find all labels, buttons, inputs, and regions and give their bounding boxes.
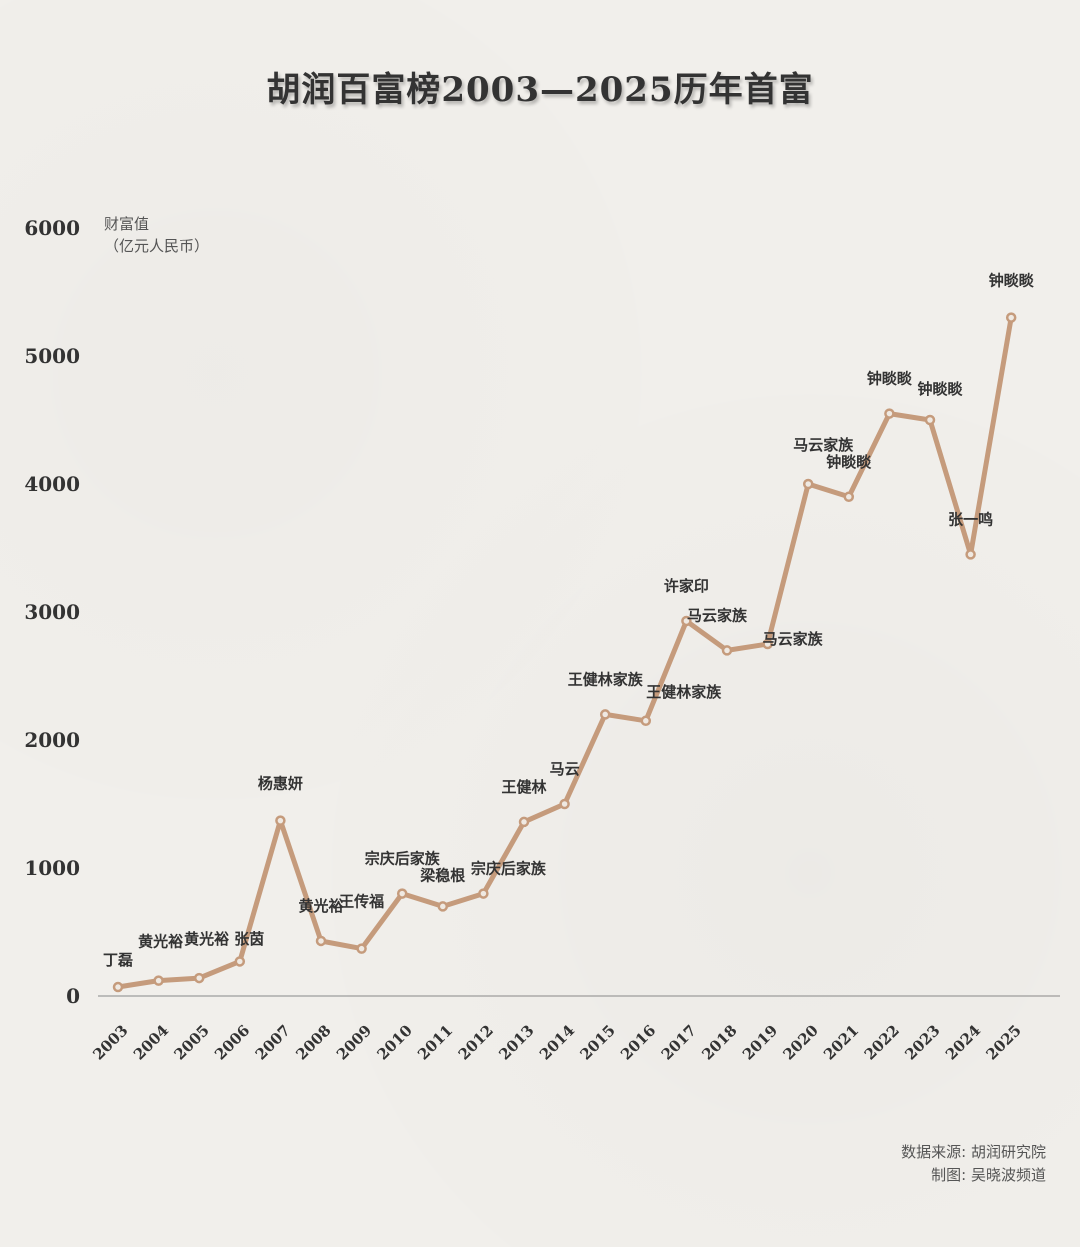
data-point	[356, 943, 367, 954]
x-tick-label: 2013	[495, 1021, 537, 1063]
data-point	[640, 715, 652, 727]
y-tick-label: 0	[66, 984, 80, 1008]
data-point	[234, 956, 246, 967]
x-tick-label: 2025	[983, 1021, 1025, 1063]
x-tick-label: 2020	[780, 1021, 822, 1063]
x-tick-label: 2015	[577, 1021, 619, 1063]
x-tick-label: 2017	[658, 1021, 700, 1063]
data-point	[599, 709, 611, 720]
point-label: 梁稳根	[419, 866, 465, 884]
point-label: 黄光裕	[138, 933, 183, 951]
data-point	[721, 645, 733, 656]
x-tick-label: 2024	[942, 1021, 984, 1063]
point-label: 黄光裕 张茵	[184, 930, 264, 948]
x-tick-label: 2021	[820, 1021, 862, 1063]
data-point	[924, 414, 936, 426]
point-label: 钟睒睒	[826, 453, 871, 471]
data-point	[396, 888, 408, 899]
series-line	[115, 315, 1014, 990]
data-point	[275, 815, 286, 826]
data-point	[315, 935, 327, 947]
x-tick-label: 2012	[455, 1021, 497, 1063]
y-tick-label: 2000	[24, 728, 80, 752]
x-tick-label: 2019	[739, 1021, 781, 1063]
point-label: 马云家族	[793, 436, 854, 454]
x-tick-label: 2006	[211, 1021, 253, 1063]
point-label: 王健林	[501, 778, 547, 796]
x-tick-label: 2023	[901, 1021, 943, 1063]
data-point	[762, 638, 773, 650]
point-label: 钟睒睒	[917, 380, 962, 398]
point-label: 王健林家族	[568, 670, 644, 688]
data-point	[153, 975, 164, 986]
y-tick-label: 4000	[24, 472, 80, 496]
chart-title: 胡润百富榜2003—2025历年首富	[266, 70, 814, 110]
x-tick-label: 2008	[292, 1021, 334, 1063]
x-tick-label: 2004	[130, 1021, 172, 1063]
data-point	[681, 615, 692, 627]
x-tick-label: 2014	[536, 1021, 578, 1063]
point-label: 张一鸣	[948, 510, 993, 528]
y-tick-label: 3000	[24, 600, 80, 624]
point-label: 丁磊	[103, 951, 133, 969]
data-point	[884, 408, 895, 419]
y-tick-label: 5000	[24, 344, 80, 368]
data-point	[965, 549, 976, 560]
point-label: 钟睒睒	[989, 272, 1034, 290]
x-tick-label: 2010	[374, 1021, 416, 1063]
chart-credit: 制图: 吴晓波频道	[931, 1166, 1046, 1184]
point-label: 许家印	[664, 577, 709, 595]
point-label: 杨惠妍	[258, 775, 303, 793]
x-tick-label: 2007	[252, 1021, 294, 1063]
y-tick-label: 6000	[24, 216, 80, 240]
point-label: 王健林家族	[646, 683, 722, 701]
data-point	[1005, 312, 1017, 323]
point-label: 王传福	[339, 893, 384, 911]
data-point	[843, 491, 855, 503]
y-tick-label: 1000	[24, 856, 80, 880]
data-point	[518, 816, 530, 828]
data-point	[802, 478, 814, 490]
point-label: 马云家族	[687, 606, 748, 624]
y-axis-unit-line1: 财富值	[104, 215, 150, 233]
x-tick-label: 2005	[171, 1021, 213, 1063]
data-point	[559, 798, 570, 810]
data-point	[437, 901, 449, 912]
point-label: 宗庆后家族	[471, 860, 547, 878]
x-tick-label: 2003	[89, 1021, 131, 1063]
y-axis-unit-line2: （亿元人民币）	[104, 237, 210, 255]
source-note: 数据来源: 胡润研究院 制图: 吴晓波频道	[901, 1141, 1046, 1187]
point-label: 黄光裕	[298, 897, 343, 915]
y-axis-unit-label: 财富值 （亿元人民币）	[104, 213, 209, 257]
data-point	[478, 888, 489, 899]
x-tick-label: 2011	[414, 1021, 456, 1063]
x-tick-label: 2018	[698, 1021, 740, 1063]
point-label: 马云家族	[763, 630, 824, 648]
point-label: 钟睒睒	[867, 370, 912, 388]
point-label: 马云	[550, 760, 580, 778]
data-point	[112, 981, 124, 993]
x-tick-label: 2022	[861, 1021, 903, 1063]
x-tick-label: 2009	[333, 1021, 375, 1063]
x-tick-label: 2016	[617, 1021, 659, 1063]
data-point	[193, 972, 205, 984]
data-source: 数据来源: 胡润研究院	[901, 1143, 1046, 1161]
point-label: 宗庆后家族	[365, 850, 441, 868]
